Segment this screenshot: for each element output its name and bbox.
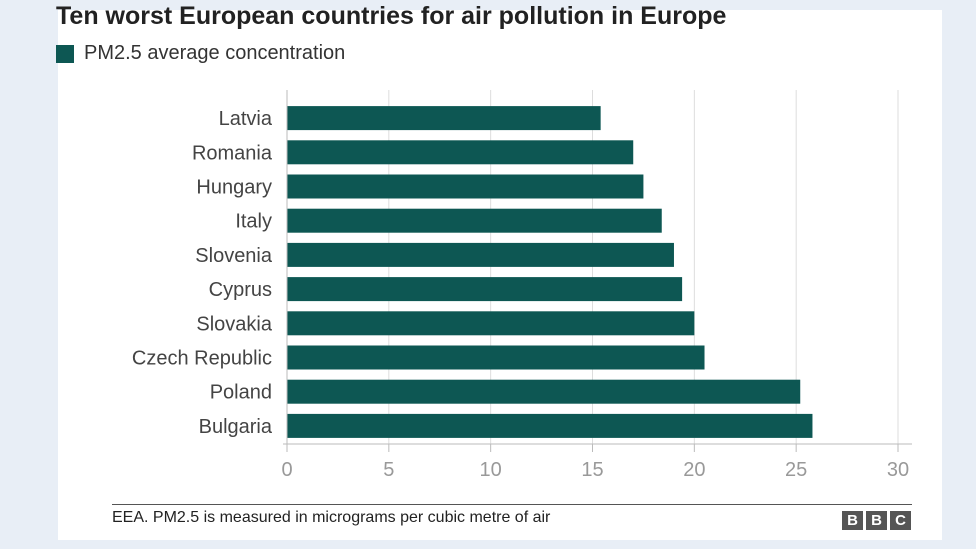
- category-label: Cyprus: [209, 279, 272, 301]
- footer-divider: [112, 504, 912, 505]
- category-label: Slovakia: [196, 313, 272, 335]
- x-tick-label: 0: [281, 459, 292, 481]
- source-note: EEA. PM2.5 is measured in micrograms per…: [112, 509, 551, 526]
- category-label: Bulgaria: [199, 416, 273, 438]
- category-label: Latvia: [219, 108, 273, 130]
- x-tick-label: 20: [683, 459, 705, 481]
- legend: PM2.5 average concentration: [56, 42, 345, 65]
- bar: [287, 174, 644, 199]
- bar: [287, 242, 674, 267]
- category-label: Czech Republic: [132, 348, 272, 370]
- category-label: Poland: [210, 382, 272, 404]
- bbc-logo-letter: B: [866, 511, 887, 530]
- x-tick-label: 30: [887, 459, 909, 481]
- bar: [287, 208, 662, 233]
- bar: [287, 413, 813, 438]
- category-label: Romania: [192, 142, 273, 164]
- legend-label: PM2.5 average concentration: [84, 42, 346, 64]
- x-tick-label: 15: [581, 459, 603, 481]
- legend-swatch: [56, 44, 74, 63]
- x-tick-label: 10: [480, 459, 502, 481]
- category-label: Italy: [235, 211, 272, 233]
- category-label: Slovenia: [195, 245, 273, 267]
- bbc-logo-letter: B: [842, 511, 863, 530]
- bar: [287, 106, 601, 131]
- x-tick-label: 25: [785, 459, 807, 481]
- bbc-logo: B B C: [842, 511, 911, 530]
- bar: [287, 277, 683, 302]
- bar: [287, 345, 705, 370]
- bar: [287, 379, 801, 404]
- bar: [287, 140, 634, 165]
- chart-card: [58, 10, 942, 540]
- bar: [287, 311, 695, 336]
- category-label: Hungary: [196, 177, 272, 199]
- bbc-logo-letter: C: [890, 511, 911, 530]
- x-tick-label: 5: [383, 459, 394, 481]
- chart-title: Ten worst European countries for air pol…: [56, 2, 727, 30]
